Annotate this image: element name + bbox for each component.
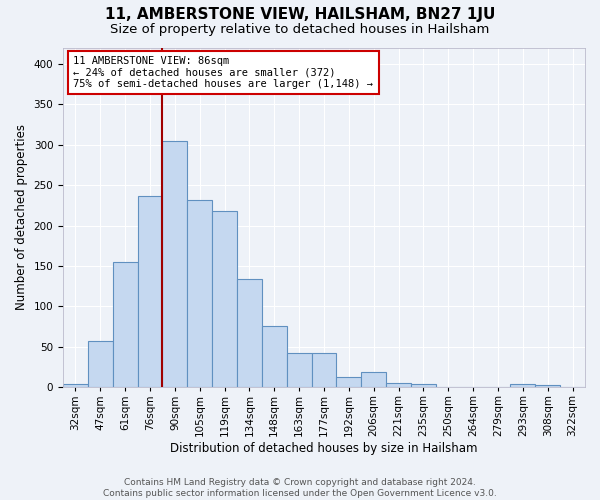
- Bar: [287, 354, 311, 388]
- Bar: [386, 382, 411, 388]
- Bar: [311, 352, 337, 388]
- Text: 11, AMBERSTONE VIEW, HAILSHAM, BN27 1JU: 11, AMBERSTONE VIEW, HAILSHAM, BN27 1JU: [105, 8, 495, 22]
- Bar: [187, 200, 212, 388]
- Bar: [535, 385, 560, 388]
- Bar: [262, 326, 287, 388]
- Text: 11 AMBERSTONE VIEW: 86sqm
← 24% of detached houses are smaller (372)
75% of semi: 11 AMBERSTONE VIEW: 86sqm ← 24% of detac…: [73, 56, 373, 89]
- Bar: [411, 384, 436, 388]
- Bar: [113, 262, 137, 388]
- X-axis label: Distribution of detached houses by size in Hailsham: Distribution of detached houses by size …: [170, 442, 478, 455]
- Bar: [337, 377, 361, 388]
- Bar: [63, 384, 88, 388]
- Bar: [361, 372, 386, 388]
- Bar: [163, 140, 187, 388]
- Bar: [137, 196, 163, 388]
- Bar: [237, 279, 262, 388]
- Text: Size of property relative to detached houses in Hailsham: Size of property relative to detached ho…: [110, 22, 490, 36]
- Bar: [212, 211, 237, 388]
- Bar: [88, 341, 113, 388]
- Text: Contains HM Land Registry data © Crown copyright and database right 2024.
Contai: Contains HM Land Registry data © Crown c…: [103, 478, 497, 498]
- Y-axis label: Number of detached properties: Number of detached properties: [15, 124, 28, 310]
- Bar: [511, 384, 535, 388]
